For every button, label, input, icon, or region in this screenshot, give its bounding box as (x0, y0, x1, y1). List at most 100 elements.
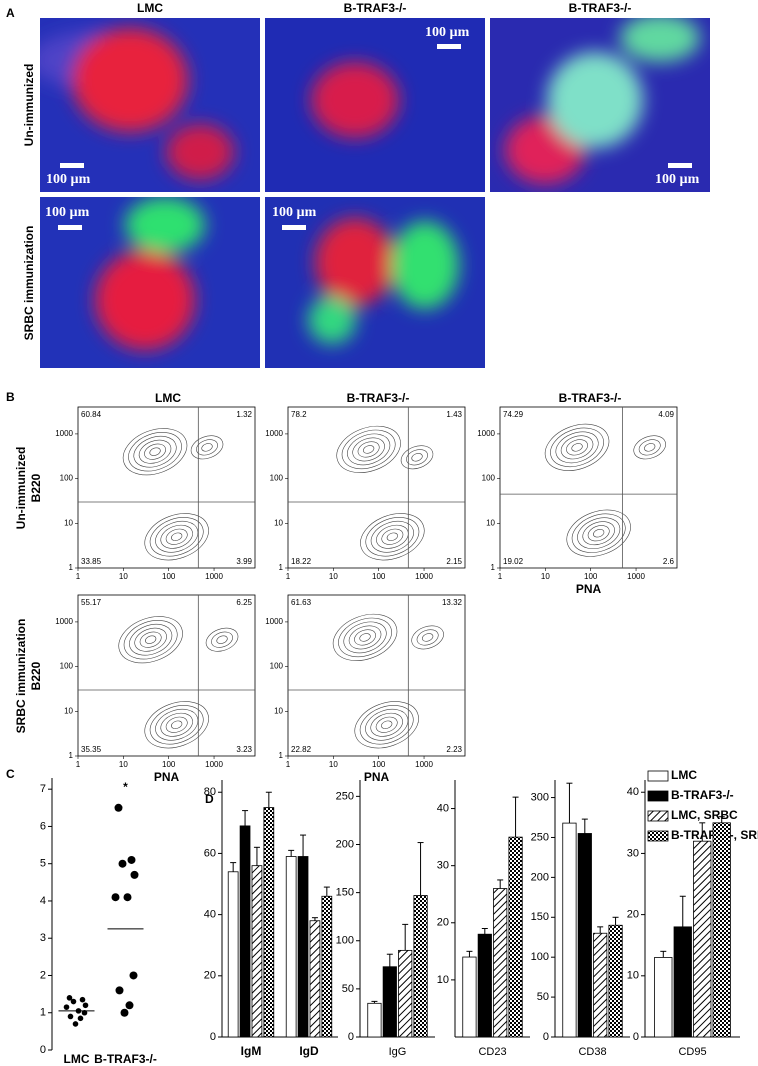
bar (562, 822, 577, 1038)
bar (493, 888, 508, 1038)
contour (149, 447, 161, 456)
axis-title: B220 (29, 473, 43, 502)
quadrant-percent: 1.43 (446, 410, 462, 419)
bar (608, 924, 623, 1038)
panel-letter: C (6, 767, 15, 781)
scale-bar (60, 163, 84, 168)
contour (566, 509, 631, 557)
quadrant-percent: 60.84 (81, 410, 102, 419)
scale-label: 100 µm (655, 172, 700, 187)
contour (139, 631, 162, 648)
panel-letter: A (6, 6, 15, 20)
contour (160, 712, 193, 737)
y-tick-label: 1 (279, 751, 284, 760)
contour (644, 443, 656, 452)
x-tick-label: CD95 (678, 1046, 706, 1058)
y-tick-label: 10 (437, 974, 449, 986)
x-tick-label: 100 (584, 572, 598, 581)
contour (336, 425, 401, 473)
dot (114, 803, 123, 812)
row-title: SRBC immunization (14, 619, 28, 734)
plot-frame (77, 406, 256, 569)
contour (411, 625, 444, 650)
contour (171, 720, 183, 729)
contour (370, 712, 403, 737)
y-tick-label: 100 (531, 951, 549, 963)
contour (381, 720, 393, 729)
image (40, 197, 260, 368)
y-tick-label: 30 (627, 847, 639, 859)
scale-label: 100 µm (46, 172, 91, 187)
y-tick-label: 100 (270, 662, 284, 671)
bar (577, 833, 592, 1038)
panel-letter: D (205, 792, 214, 806)
plot-frame (287, 406, 466, 569)
contour (171, 532, 183, 541)
x-tick-label: 1000 (415, 572, 433, 581)
quadrant-percent: 2.23 (446, 745, 462, 754)
y-tick-label: 1000 (265, 617, 283, 626)
contour (566, 439, 588, 456)
y-tick-label: 300 (531, 791, 549, 803)
y-tick-label: 30 (437, 860, 449, 872)
column-title: B-TRAF3-/- (569, 1, 632, 15)
scale-bar (668, 163, 692, 168)
bar (227, 871, 239, 1038)
bar (251, 865, 263, 1038)
y-tick-label: 50 (537, 991, 549, 1003)
x-tick-label: IgD (299, 1044, 319, 1058)
contour (122, 428, 188, 476)
y-tick-label: 1000 (265, 429, 283, 438)
bar (593, 932, 608, 1038)
scale-bar (282, 225, 306, 230)
quadrant-percent: 55.17 (81, 598, 102, 607)
y-tick-label: 4 (40, 895, 46, 907)
contour (406, 449, 428, 466)
quadrant-percent: 61.63 (291, 598, 312, 607)
x-tick-label: 1 (76, 572, 81, 581)
contour (118, 616, 183, 664)
contour (205, 627, 239, 652)
bar (712, 822, 731, 1038)
bar (693, 840, 712, 1038)
x-tick-label: 10 (541, 572, 550, 581)
contour (348, 625, 382, 650)
x-tick-label: 1 (286, 760, 291, 769)
quadrant-percent: 6.25 (236, 598, 252, 607)
contour (196, 439, 218, 456)
contour (343, 621, 387, 654)
y-tick-label: 1 (69, 751, 74, 760)
row-title: Un-immunized (22, 64, 36, 147)
dot (66, 995, 73, 1001)
bar (398, 949, 413, 1038)
contour (144, 443, 166, 460)
quadrant-percent: 3.99 (236, 557, 252, 566)
contour (165, 528, 188, 545)
quadrant-percent: 78.2 (291, 410, 307, 419)
x-tick-label: 1000 (205, 760, 223, 769)
y-tick-label: 250 (336, 790, 354, 802)
contour (375, 716, 398, 733)
contour (365, 708, 409, 741)
quadrant-percent: 2.6 (663, 557, 675, 566)
y-tick-label: 20 (437, 917, 449, 929)
y-tick-label: 0 (210, 1031, 216, 1043)
x-tick-label: 1000 (205, 572, 223, 581)
contour (550, 427, 604, 468)
quadrant-percent: 33.85 (81, 557, 102, 566)
contour (359, 633, 371, 642)
contour (338, 617, 392, 658)
x-tick-label: 1000 (415, 760, 433, 769)
contour (165, 716, 188, 733)
y-tick-label: 40 (627, 786, 639, 798)
dot (123, 893, 132, 902)
column-title: B-TRAF3-/- (559, 391, 622, 405)
contour (593, 529, 605, 538)
quadrant-percent: 1.32 (236, 410, 252, 419)
contour (582, 521, 615, 546)
y-tick-label: 1 (40, 1007, 46, 1019)
dot (129, 971, 138, 980)
x-tick-label: 1 (76, 760, 81, 769)
y-tick-label: 1 (279, 563, 284, 572)
y-tick-label: 100 (336, 935, 354, 947)
